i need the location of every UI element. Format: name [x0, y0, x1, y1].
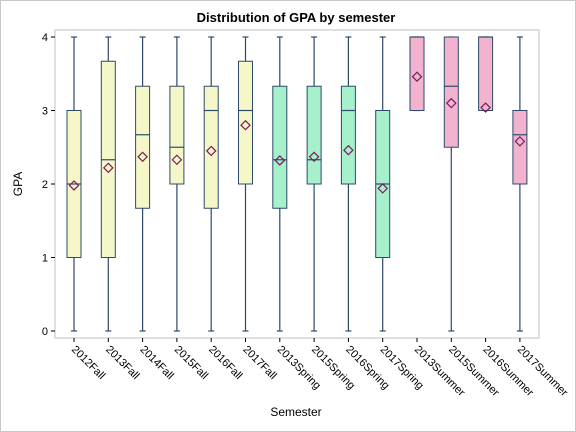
iqr-box — [238, 60, 253, 185]
x-tick-label: 2017Fall — [240, 344, 278, 382]
iqr-box — [169, 85, 185, 185]
x-tick-label: 2012Fall — [69, 344, 107, 382]
box-2017Spring — [375, 36, 391, 332]
iqr-box — [443, 36, 459, 148]
mean-marker — [102, 162, 114, 174]
mean-marker — [377, 183, 389, 194]
x-tick-label: 2013Fall — [103, 344, 141, 382]
iqr-box — [135, 85, 151, 209]
x-axis: 2012Fall2013Fall2014Fall2015Fall2016Fall… — [69, 338, 570, 399]
iqr-box — [340, 85, 356, 185]
x-axis-title: Semester — [270, 405, 321, 419]
chart-title: Distribution of GPA by semester — [197, 10, 396, 25]
box-2015Summer — [443, 36, 459, 332]
x-tick-label: 2015Fall — [172, 344, 210, 382]
mean-marker — [411, 71, 423, 83]
x-tick-label: 2016Fall — [206, 344, 244, 382]
mean-marker — [445, 97, 457, 109]
iqr-box — [512, 110, 528, 185]
iqr-box — [306, 85, 322, 185]
box-2016Fall — [203, 36, 219, 332]
mean-marker — [480, 102, 491, 113]
box-2013Spring — [272, 36, 288, 332]
y-tick-label: 4 — [42, 32, 48, 44]
mean-marker — [171, 154, 183, 166]
box-2015Spring — [306, 36, 322, 332]
mean-marker — [343, 144, 354, 156]
box-2017Fall — [238, 36, 253, 332]
y-tick-label: 2 — [42, 179, 48, 191]
y-tick-label: 1 — [42, 253, 48, 265]
y-tick-label: 0 — [42, 326, 48, 338]
y-axis-title: GPA — [11, 172, 25, 196]
box-2013Fall — [100, 36, 116, 332]
box-2016Summer — [478, 36, 494, 113]
iqr-box — [409, 36, 425, 111]
box-2012Fall — [66, 36, 82, 332]
boxes-layer — [66, 36, 528, 332]
mean-marker — [137, 151, 148, 163]
mean-marker — [240, 119, 251, 131]
y-tick-label: 3 — [42, 106, 48, 118]
x-tick-label: 2014Fall — [137, 344, 175, 382]
mean-marker — [205, 145, 217, 157]
mean-marker — [68, 180, 80, 191]
iqr-box — [478, 36, 494, 111]
iqr-box — [272, 85, 288, 209]
box-2015Fall — [169, 36, 185, 332]
mean-marker — [308, 151, 320, 163]
box-2017Summer — [512, 36, 528, 332]
plot-area — [54, 29, 540, 339]
box-2013Summer — [409, 36, 425, 112]
y-axis: 0 1 2 3 4 — [42, 32, 55, 338]
box-2014Fall — [135, 36, 151, 332]
mean-marker — [274, 155, 286, 166]
box-2016Spring — [340, 36, 356, 332]
mean-marker — [514, 136, 526, 147]
